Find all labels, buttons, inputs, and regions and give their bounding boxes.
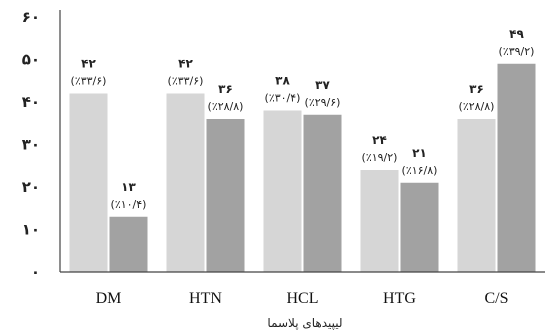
bar-percent-label: (٪۱۶/۸)	[402, 164, 438, 177]
bar-percent-label: (٪۱۹/۲)	[362, 151, 398, 164]
y-tick-label: ۵۰	[22, 51, 40, 69]
bar-value-label: ۲۱	[412, 146, 427, 160]
bar-value-label: ۳۶	[469, 82, 484, 96]
x-tick-label: C/S	[484, 290, 508, 307]
y-axis-ticks: ۰ ۱۰ ۲۰ ۳۰ ۴۰ ۵۰ ۶۰	[22, 8, 40, 281]
bar-value-label: ۴۲	[81, 57, 96, 71]
bar-percent-label: (٪۲۸/۸)	[208, 100, 244, 113]
bars	[69, 63, 536, 272]
bar-percent-label: (٪۳۳/۶)	[71, 75, 107, 88]
bar-percent-label: (٪۲۹/۶)	[305, 96, 341, 109]
x-tick-label: HTG	[383, 290, 416, 307]
x-tick-label: HTN	[189, 290, 222, 307]
bar-percent-label: (٪۱۰/۴)	[111, 198, 147, 211]
bar	[400, 182, 439, 272]
bar-percent-label: (٪۳۰/۴)	[265, 92, 301, 105]
y-tick-label: ۰	[31, 263, 40, 281]
bar-value-label: ۳۷	[315, 78, 330, 92]
bar-percent-label: (٪۲۸/۸)	[459, 100, 495, 113]
bar	[303, 114, 342, 272]
y-tick-label: ۳۰	[22, 136, 40, 154]
data-labels: ۴۲ (٪۳۳/۶) ۱۳ (٪۱۰/۴) ۴۲ (٪۳۳/۶) ۳۶ (٪۲۸/۸) ۳۸ (٪…	[71, 27, 535, 211]
bar-percent-label: (٪۳۳/۶)	[168, 75, 204, 88]
bar	[166, 93, 205, 272]
bar	[109, 216, 148, 272]
bar-percent-label: (٪۳۹/۲)	[499, 45, 535, 58]
bar-value-label: ۳۸	[275, 74, 290, 88]
y-tick-label: ۶۰	[22, 8, 40, 26]
y-tick-label: ۱۰	[22, 221, 40, 239]
bar-value-label: ۱۳	[121, 180, 136, 194]
bar	[497, 63, 536, 272]
x-tick-label: HCL	[287, 290, 319, 307]
category-labels: DM HTN HCL HTG C/S	[96, 290, 509, 307]
bar-value-label: ۳۶	[218, 82, 233, 96]
bar	[69, 93, 108, 272]
bar-value-label: ۲۴	[372, 133, 387, 147]
y-tick-label: ۴۰	[22, 93, 40, 111]
bar	[457, 119, 496, 272]
x-tick-label: DM	[96, 290, 122, 307]
bar	[263, 110, 302, 272]
bar	[360, 170, 399, 272]
x-axis-title: لیپیدهای پلاسما	[267, 316, 342, 330]
bar-value-label: ۴۲	[178, 57, 193, 71]
y-tick-label: ۲۰	[22, 178, 40, 196]
bar-value-label: ۴۹	[509, 27, 524, 41]
bar	[206, 119, 245, 272]
